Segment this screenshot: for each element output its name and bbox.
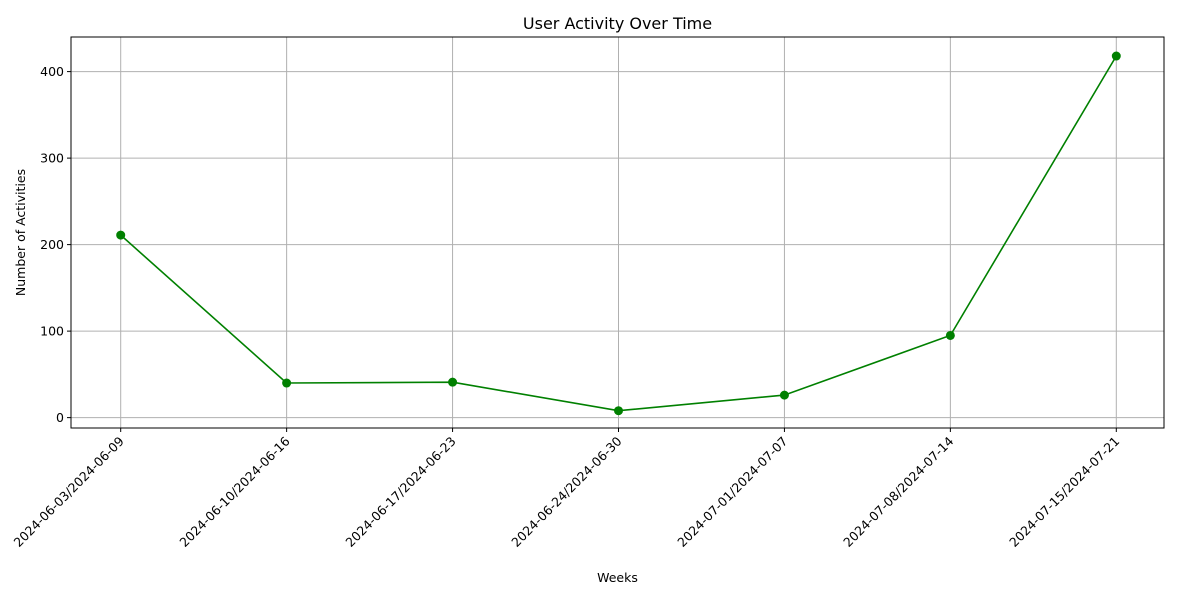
y-tick-label: 200	[40, 237, 64, 252]
data-point	[946, 331, 955, 340]
x-axis-label: Weeks	[597, 570, 638, 585]
data-point	[1112, 52, 1121, 61]
x-tick-label: 2024-06-24/2024-06-30	[508, 433, 624, 549]
data-point	[780, 391, 789, 400]
y-axis-label: Number of Activities	[13, 169, 28, 296]
plot-frame	[71, 37, 1164, 428]
x-tick-label: 2024-06-03/2024-06-09	[11, 433, 127, 549]
x-tick-label: 2024-06-10/2024-06-16	[176, 433, 292, 549]
data-point	[282, 379, 291, 388]
data-point	[116, 231, 125, 240]
x-tick-label: 2024-06-17/2024-06-23	[342, 434, 458, 550]
data-point	[448, 378, 457, 387]
x-tick-label: 2024-07-08/2024-07-14	[840, 433, 956, 549]
data-point	[614, 406, 623, 415]
x-axis-ticks: 2024-06-03/2024-06-09 2024-06-10/2024-06-…	[11, 428, 1123, 550]
x-tick-label: 2024-07-15/2024-07-21	[1006, 434, 1122, 550]
chart-title: User Activity Over Time	[523, 14, 712, 33]
y-tick-label: 300	[40, 151, 64, 166]
grid	[71, 37, 1164, 428]
x-tick-label: 2024-07-01/2024-07-07	[674, 434, 790, 550]
y-tick-label: 0	[56, 410, 64, 425]
y-axis-ticks: 0 100 200 300 400	[40, 64, 71, 425]
y-tick-label: 400	[40, 64, 64, 79]
y-tick-label: 100	[40, 324, 64, 339]
